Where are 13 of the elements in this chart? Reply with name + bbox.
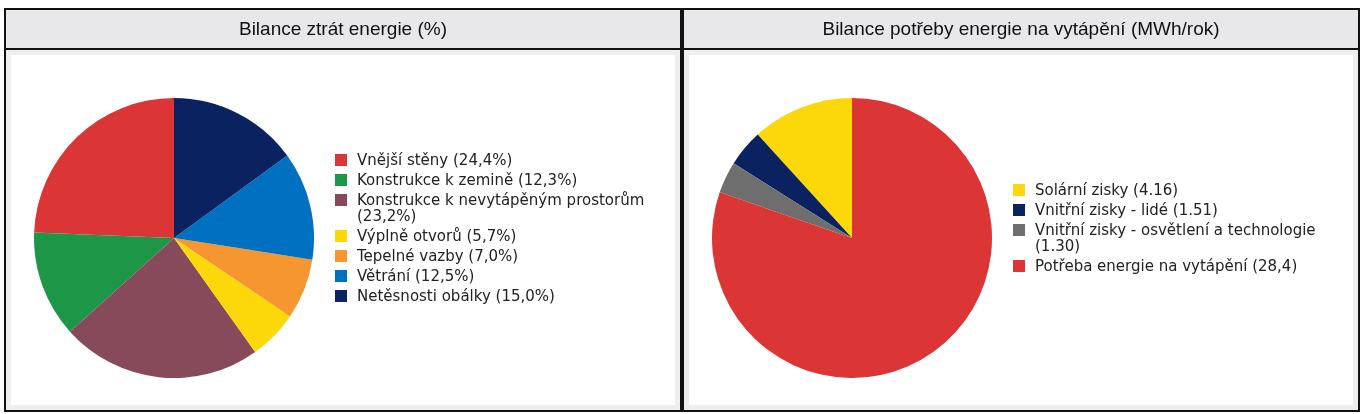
- legend-label: Tepelné vazby (7,0%): [357, 247, 519, 265]
- legend-label: Vnitřní zisky - osvětlení a technologie (1.30): [1035, 221, 1317, 255]
- chart-title: Bilance ztrát energie (%): [6, 8, 680, 50]
- legend-label: Potřeba energie na vytápění (28,4): [1035, 257, 1298, 275]
- legend-label: Netěsnosti obálky (15,0%): [357, 287, 555, 305]
- legend-label: Větrání (12,5%): [357, 267, 475, 285]
- legend-label: Konstrukce k zemině (12,3%): [357, 171, 578, 189]
- chart-title: Bilance potřeby energie na vytápění (MWh/rok): [684, 8, 1358, 50]
- legend-label: Vnější stěny (24,4%): [357, 151, 513, 169]
- legend-label: Konstrukce k nevytápěným prostorům (23,2%): [357, 191, 646, 225]
- legend-label: Solární zisky (4.16): [1035, 181, 1179, 199]
- legend-label: Vnitřní zisky - lidé (1.51): [1035, 201, 1218, 219]
- legend-label: Výplně otvorů (5,7%): [357, 227, 517, 245]
